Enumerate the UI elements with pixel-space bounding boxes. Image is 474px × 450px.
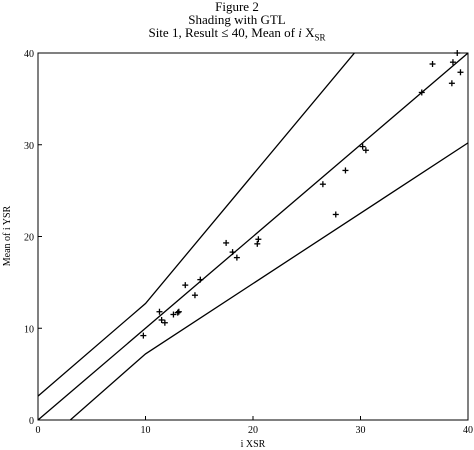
data-point [362, 147, 369, 154]
y-tick-label: 20 [24, 233, 34, 244]
data-point [174, 309, 181, 316]
y-axis-label: Mean of i YSR [2, 205, 13, 266]
chart-subtitle: Site 1, Result ≤ 40, Mean of i XSR [0, 26, 474, 45]
data-point [254, 240, 261, 247]
figure-label: Figure 2 [215, 0, 259, 14]
data-point [332, 211, 339, 218]
data-point [197, 276, 204, 283]
x-tick-label: 10 [141, 425, 151, 436]
guide-line-3 [69, 142, 468, 420]
data-point [429, 61, 436, 68]
data-point [319, 181, 326, 188]
data-point [448, 80, 455, 87]
data-point [175, 308, 182, 315]
guide-line-2 [38, 53, 468, 420]
figure-header: Figure 2 Shading with GTL Site 1, Result… [0, 0, 474, 45]
data-point [223, 239, 230, 246]
data-point [233, 254, 240, 261]
data-point [418, 89, 425, 96]
y-tick-label: 30 [24, 141, 34, 152]
subtitle-x: X [301, 25, 315, 40]
subtitle-prefix: Site 1, Result ≤ 40, Mean of [148, 25, 299, 40]
y-tick-label: 40 [24, 49, 34, 60]
y-tick-label: 0 [29, 416, 34, 427]
guide-line-1 [38, 53, 356, 397]
data-point [342, 167, 349, 174]
x-tick-label: 30 [356, 425, 366, 436]
x-tick-label: 40 [463, 425, 473, 436]
data-point [156, 308, 163, 315]
data-point [140, 332, 147, 339]
x-tick-label: 20 [248, 425, 258, 436]
data-point [454, 50, 461, 56]
data-points-layer [140, 50, 464, 339]
data-point [158, 316, 165, 323]
data-point [255, 236, 262, 243]
x-axis: 0 10 20 30 40 [36, 416, 473, 436]
data-point [457, 69, 464, 76]
data-point [170, 311, 177, 318]
chart-title: Shading with GTL [188, 12, 286, 27]
guide-lines-layer [38, 53, 468, 420]
data-point [229, 249, 236, 256]
data-point [161, 319, 168, 326]
data-point [449, 59, 456, 66]
data-point [191, 292, 198, 299]
data-point [182, 282, 189, 289]
data-point [359, 143, 366, 150]
x-tick-label: 0 [36, 425, 41, 436]
y-axis: 0 10 20 30 40 [24, 49, 42, 427]
subtitle-var: i [298, 25, 302, 40]
subtitle-sub: SR [314, 32, 326, 43]
y-tick-label: 10 [24, 324, 34, 335]
x-axis-label: i XSR [241, 439, 266, 450]
